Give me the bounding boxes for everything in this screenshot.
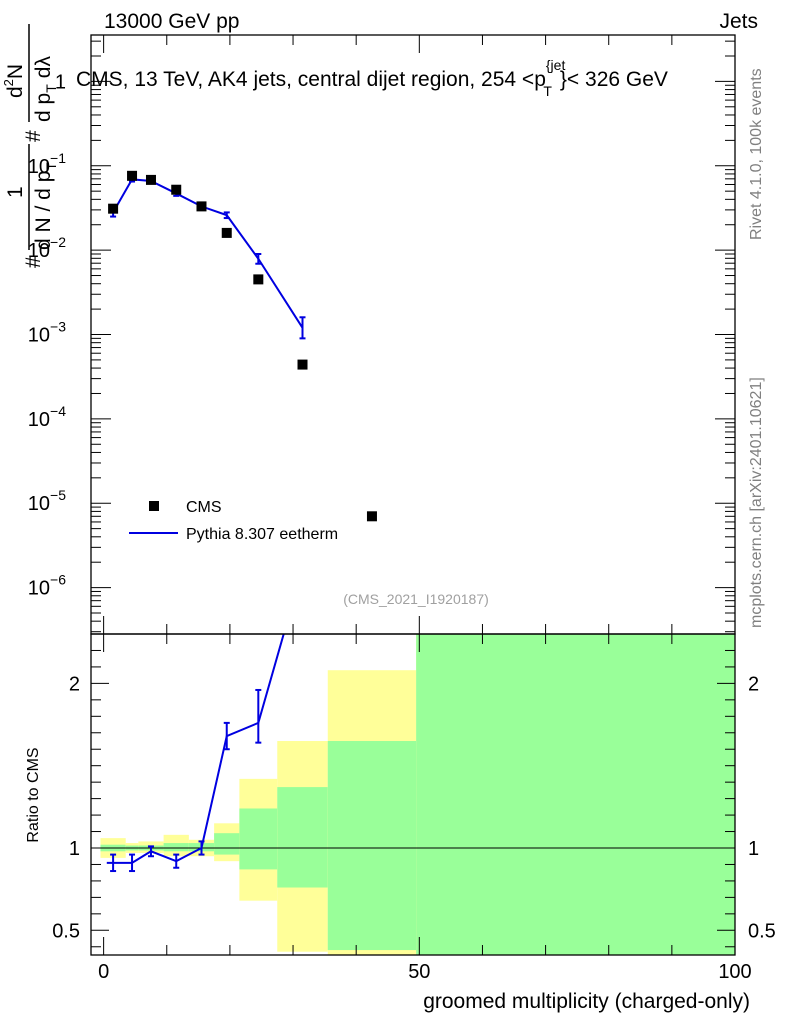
main-ytick-exp: −4 [50,403,66,419]
ratio-xtick-label: 0 [98,961,109,983]
legend: CMS Pythia 8.307 eetherm [129,499,338,543]
main-minor-ticks [91,35,736,634]
mcplots-label: mcplots.cern.ch [arXiv:2401.10621] [748,377,765,628]
ratio-ytick-labels: 0.5 0.5 1 1 2 2 [52,673,776,942]
ratio-stat-uncertainty-band [277,787,328,888]
ylabel-den1-main: d N / d p [32,171,55,250]
ratio-stat-uncertainty-band [416,634,735,955]
cms-data-point [366,511,377,522]
main-ylabel: # 1 d N / d pT # d2N d pTdλ [1,24,59,268]
cms-data-point [171,184,182,195]
main-ytick-label: 10−3 [28,319,66,347]
legend-label-cms: CMS [186,499,222,516]
main-ytick-exp: −2 [50,234,66,250]
main-ytick-base: 10 [28,156,50,178]
ylabel-num2-sup: 2 [1,79,16,86]
ratio-stat-uncertainty-band [327,741,417,951]
ratio-stat-uncertainty-band [163,843,189,852]
cms-data-point [297,359,308,370]
main-panel: 10−610−510−410−310−210−11 (CMS_2021_I192… [1,24,736,634]
ratio-ticks [91,634,736,955]
ylabel-hash-mid: # [22,130,45,142]
pythia-error-bars [110,176,306,340]
ratio-ytick-label-right: 0.5 [748,920,776,942]
ylabel-hash-left: # [22,256,45,268]
main-ytick-label: 10−4 [28,403,66,431]
cms-data-point [196,201,207,212]
ratio-error-bars [110,688,262,873]
main-ytick-exp: −6 [50,572,66,588]
ratio-pythia-line [106,634,285,864]
main-ytick-labels: 10−610−510−410−310−210−11 [28,71,66,599]
x-axis-label: groomed multiplicity (charged-only) [423,990,750,1013]
title-super-part: {jet [546,57,566,73]
ylabel-den2-lambda: dλ [32,56,55,79]
ylabel-den2-sub: T [43,84,59,93]
main-ytick-exp: −3 [50,319,66,335]
main-ytick-label: 10−6 [28,572,66,600]
title-main-part: CMS, 13 TeV, AK4 jets, central dijet reg… [76,68,546,91]
rivet-version-label: Rivet 4.1.0, 100k events [748,68,765,240]
cms-data-point [221,227,232,238]
ylabel-denominator-2: d pTdλ [32,56,59,122]
chart-title: CMS, 13 TeV, AK4 jets, central dijet reg… [76,57,668,99]
cms-data-point [145,174,156,185]
main-ytick-base: 10 [28,493,50,515]
ratio-uncertainty-bands [100,634,735,955]
main-ytick-base: 10 [28,240,50,262]
ratio-ytick-label: 1 [69,838,80,860]
ratio-ytick-label-right: 2 [748,673,759,695]
main-ytick-exp: −1 [50,150,66,166]
ratio-xtick-label: 100 [718,961,751,983]
main-ytick-label: 10−2 [28,234,66,262]
main-ytick-base: 10 [28,325,50,347]
ratio-ytick-label: 2 [69,673,80,695]
main-ytick-label: 10−5 [28,487,66,515]
main-ytick-base: 1 [55,71,66,93]
ylabel-den1-sub: T [43,162,59,171]
ratio-stat-uncertainty-band [239,808,278,870]
ylabel-numerator-2: d2N [1,64,27,98]
main-frame [90,34,736,635]
ratio-xtick-labels: 0 50 100 [98,961,752,983]
watermark-analysis-id: (CMS_2021_I1920187) [343,591,489,607]
ratio-frame [90,633,736,956]
main-ytick-base: 10 [28,409,50,431]
ratio-ytick-label-right: 1 [748,838,759,860]
ratio-xtick-label: 50 [408,961,430,983]
header-left-label: 13000 GeV pp [104,10,239,33]
main-ytick-label: 10−1 [28,150,66,178]
legend-marker-cms [149,501,159,511]
ratio-stat-uncertainty-band [214,833,240,855]
ylabel-denominator-1: d N / d pT [32,162,59,250]
ratio-ylabel: Ratio to CMS [25,747,42,842]
title-tail-part: }< 326 GeV [560,68,668,91]
cms-data-point [253,274,264,285]
main-ytick-base: 10 [28,578,50,600]
cms-data-point [108,203,119,214]
legend-label-pythia: Pythia 8.307 eetherm [186,526,338,543]
ratio-panel: 0.5 0.5 1 1 2 2 0 50 100 Ratio to CMS groomed m… [25,634,776,1013]
cms-data-markers [108,170,377,522]
ratio-ytick-label: 0.5 [52,920,80,942]
main-ytick-exp: −5 [50,487,66,503]
title-sub-part: T [543,83,552,99]
pythia-series-line [112,178,304,329]
ylabel-num2-d: d [4,86,27,98]
cms-data-point [127,170,138,181]
ylabel-num2-n: N [4,64,27,79]
ylabel-den2-main: d p [32,93,55,122]
main-ytick-label: 1 [55,71,66,93]
header-right-label: Jets [719,10,758,33]
ylabel-numerator-one: 1 [4,186,27,198]
